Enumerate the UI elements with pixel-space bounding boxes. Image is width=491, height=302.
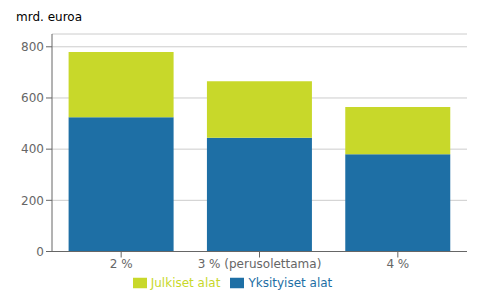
svg-text:400: 400 [21, 142, 44, 156]
html-text:Yksityiset alat: Yksityiset alat [248, 275, 333, 290]
svg-text:600: 600 [21, 91, 44, 105]
svg-text:200: 200 [21, 194, 44, 208]
svg-text:2 %: 2 % [110, 257, 133, 271]
html-text:Julkiset alat: Julkiset alat [150, 275, 221, 290]
svg-text:4 %: 4 % [386, 257, 409, 271]
svg-text:0: 0 [36, 245, 44, 259]
html-text:mrd. euroa: mrd. euroa [16, 10, 82, 24]
svg-text:800: 800 [21, 40, 44, 54]
svg-text:3 % (perusolettama): 3 % (perusolettama) [198, 257, 322, 271]
